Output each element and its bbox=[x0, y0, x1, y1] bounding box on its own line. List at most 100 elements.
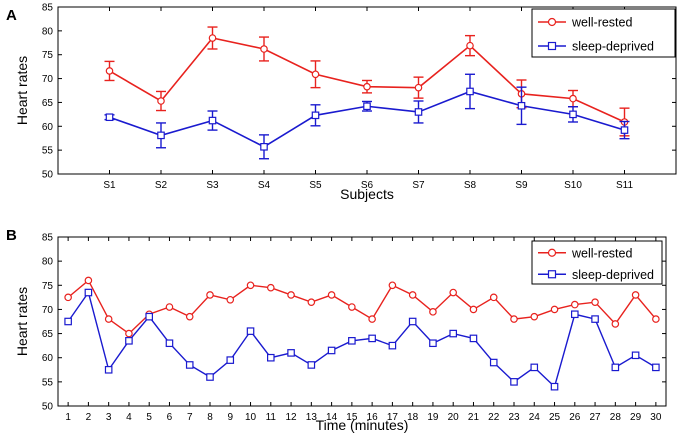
data-point bbox=[246, 281, 255, 290]
data-point bbox=[510, 315, 518, 323]
data-point bbox=[363, 102, 371, 111]
data-point bbox=[185, 312, 194, 321]
y-tick-label: 65 bbox=[42, 329, 54, 340]
x-tick-label: S11 bbox=[616, 180, 633, 191]
data-point bbox=[348, 303, 356, 311]
data-point bbox=[165, 303, 174, 311]
data-point bbox=[363, 82, 371, 91]
x-tick-label: S3 bbox=[206, 180, 219, 191]
legend-label: well-rested bbox=[571, 246, 632, 260]
data-point bbox=[388, 341, 397, 350]
chart-panel-a: A 50 55 60 65 70 75 80 85 S1 S2 S3 S4 S5 S6 S7 S8 S9 S10 S1… bbox=[6, 3, 677, 202]
data-point bbox=[611, 363, 620, 372]
data-point bbox=[226, 356, 235, 364]
x-tick-label: 29 bbox=[630, 412, 642, 423]
data-point bbox=[429, 308, 437, 316]
y-tick-label: 85 bbox=[42, 233, 54, 244]
y-tick-label: 70 bbox=[42, 305, 54, 316]
x-tick-label: 10 bbox=[245, 412, 257, 423]
data-point bbox=[408, 291, 417, 299]
x-tick-label: S7 bbox=[412, 180, 425, 191]
legend-marker bbox=[547, 41, 557, 51]
y-tick-label: 70 bbox=[42, 74, 54, 85]
data-point bbox=[429, 339, 437, 348]
data-point bbox=[287, 349, 295, 357]
x-tick-label: 13 bbox=[306, 412, 318, 423]
data-point bbox=[388, 281, 397, 290]
data-point bbox=[64, 317, 72, 326]
x-tick-label: S9 bbox=[515, 180, 528, 191]
y-tick-label: 85 bbox=[42, 3, 54, 14]
legend-marker bbox=[547, 17, 557, 27]
data-point bbox=[489, 293, 498, 302]
x-tick-label: 16 bbox=[367, 412, 379, 423]
series-line bbox=[67, 290, 657, 388]
legend-label: well-rested bbox=[571, 16, 632, 30]
x-tick-label: 23 bbox=[508, 412, 520, 423]
x-tick-label: 11 bbox=[266, 412, 277, 423]
data-point bbox=[569, 110, 577, 119]
x-tick-label: S6 bbox=[361, 180, 374, 191]
panel-label: A bbox=[6, 7, 17, 24]
data-point bbox=[569, 94, 577, 103]
data-point bbox=[311, 70, 320, 79]
x-tick-label: S5 bbox=[309, 180, 322, 191]
x-tick-label: 21 bbox=[468, 412, 480, 423]
data-point bbox=[466, 41, 474, 50]
data-point bbox=[517, 101, 526, 110]
series-sleep-deprived bbox=[104, 73, 630, 160]
x-tick-label: S2 bbox=[155, 180, 168, 191]
data-point bbox=[449, 288, 458, 297]
data-point bbox=[307, 298, 316, 306]
y-tick-label: 55 bbox=[42, 377, 54, 388]
x-tick-label: 18 bbox=[407, 412, 419, 423]
data-point bbox=[570, 300, 579, 309]
data-point bbox=[287, 291, 295, 299]
x-tick-label: S1 bbox=[103, 180, 116, 191]
data-point bbox=[105, 67, 114, 75]
data-point bbox=[570, 310, 579, 319]
x-tick-label: S10 bbox=[564, 180, 582, 191]
series-line bbox=[109, 90, 625, 148]
x-tick-label: 22 bbox=[488, 412, 500, 423]
y-tick-label: 80 bbox=[42, 26, 54, 37]
data-point bbox=[611, 320, 620, 328]
y-tick-label: 50 bbox=[42, 402, 54, 413]
data-point bbox=[591, 298, 599, 306]
y-tick-label: 60 bbox=[42, 122, 54, 133]
x-tick-label: 8 bbox=[207, 412, 213, 423]
data-point bbox=[165, 339, 174, 348]
data-point bbox=[368, 315, 376, 323]
data-point bbox=[307, 361, 316, 369]
data-point bbox=[348, 337, 356, 345]
data-point bbox=[449, 329, 458, 338]
x-tick-label: 17 bbox=[387, 412, 399, 423]
legend-marker bbox=[547, 270, 557, 279]
data-point bbox=[157, 131, 165, 140]
data-point bbox=[469, 334, 478, 343]
data-point bbox=[466, 87, 474, 96]
x-tick-label: 12 bbox=[286, 412, 298, 423]
data-point bbox=[246, 327, 255, 335]
data-point bbox=[510, 378, 518, 386]
data-point bbox=[266, 283, 275, 292]
x-tick-label: 25 bbox=[549, 412, 561, 423]
data-point bbox=[327, 346, 336, 355]
x-tick-label: 19 bbox=[427, 412, 439, 423]
data-point bbox=[125, 337, 133, 345]
y-tick-label: 80 bbox=[42, 257, 54, 268]
y-axis-label: Heart rates bbox=[14, 56, 30, 125]
data-point bbox=[226, 295, 235, 304]
data-point bbox=[368, 334, 376, 343]
data-point bbox=[125, 329, 133, 338]
y-tick-label: 50 bbox=[42, 170, 54, 181]
y-axis-label: Heart rates bbox=[14, 287, 30, 356]
data-point bbox=[414, 108, 423, 116]
x-tick-label: 27 bbox=[590, 412, 602, 423]
data-point bbox=[530, 363, 539, 372]
x-tick-label: 2 bbox=[86, 412, 92, 423]
x-tick-label: 6 bbox=[167, 412, 173, 423]
x-tick-label: 24 bbox=[529, 412, 541, 423]
data-point bbox=[260, 45, 268, 53]
